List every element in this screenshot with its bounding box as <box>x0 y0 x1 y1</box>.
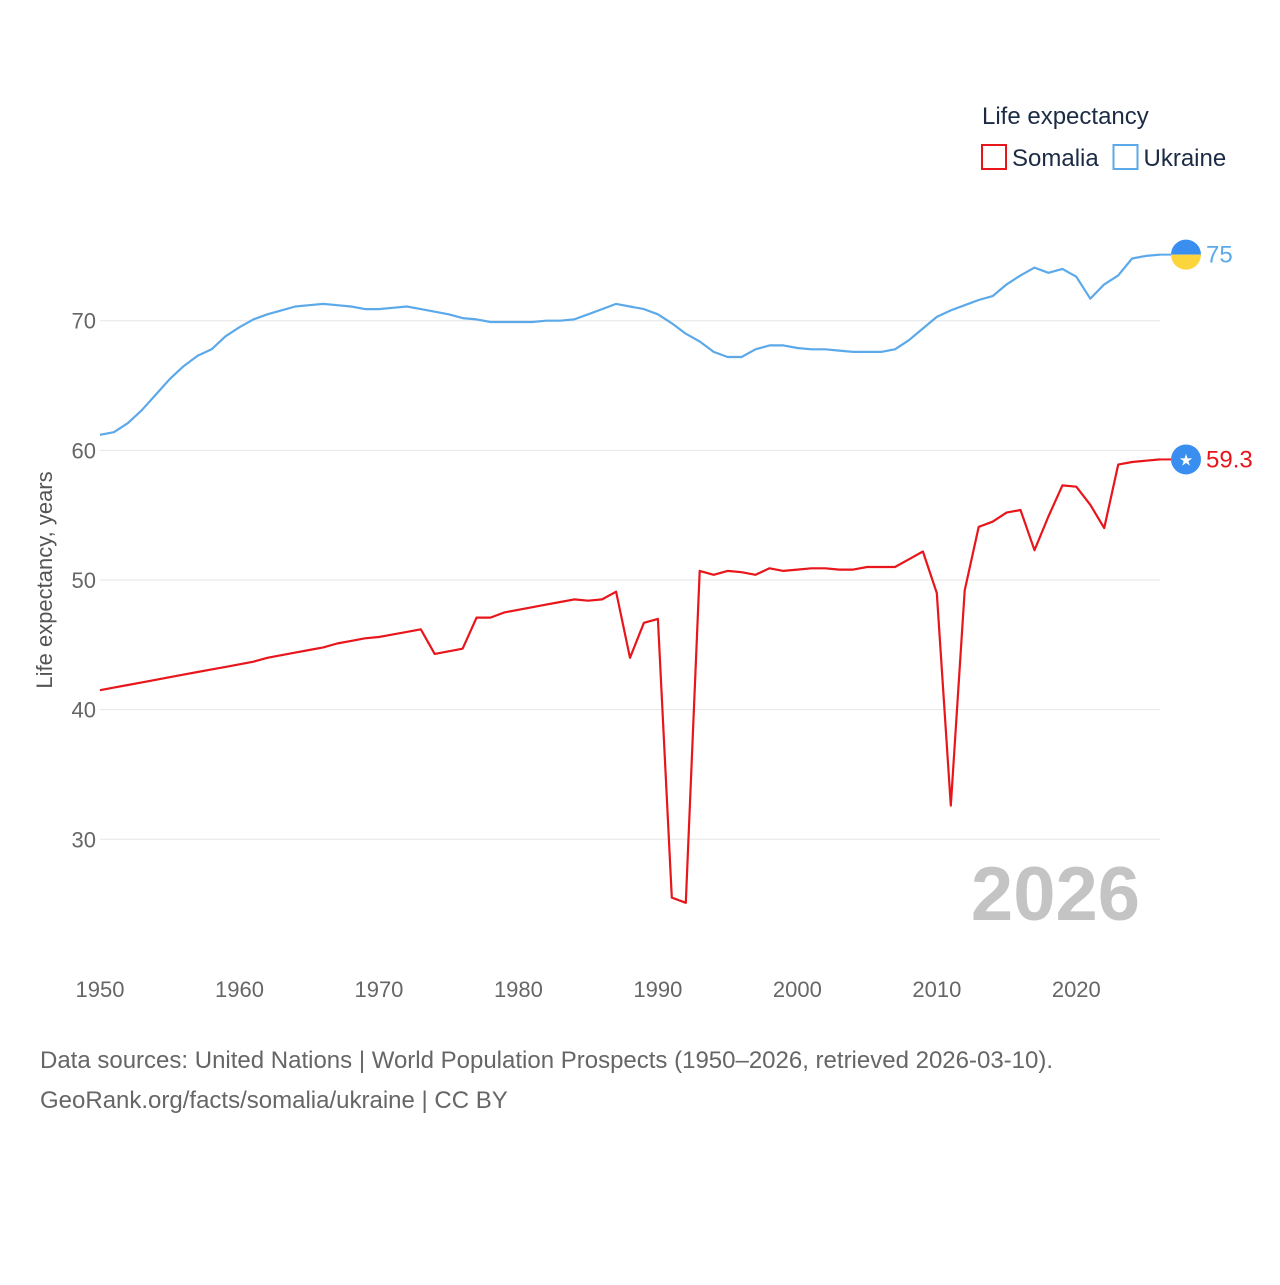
series-layer <box>99 253 1161 904</box>
somalia-flag-star: ★ <box>1179 452 1193 469</box>
y-tick-label-40: 40 <box>72 698 96 723</box>
legend-item-somalia: Somalia <box>981 144 1099 172</box>
x-tick-label-2010: 2010 <box>912 977 961 1002</box>
legend: Life expectancy Somalia Ukraine <box>981 103 1227 172</box>
end-label-ukraine: 75 <box>1206 242 1233 269</box>
legend-label-somalia: Somalia <box>1012 145 1099 172</box>
ukraine-flag-icon <box>1171 239 1201 270</box>
y-tick-label-50: 50 <box>72 568 96 593</box>
y-tick-label-30: 30 <box>72 827 96 852</box>
legend-items: Somalia Ukraine <box>981 144 1227 172</box>
end-label-somalia: 59.3 <box>1206 446 1253 473</box>
current-year-label: 2026 <box>971 852 1140 937</box>
legend-title: Life expectancy <box>982 103 1149 130</box>
series-line-ukraine <box>99 253 1161 436</box>
y-tick-label-60: 60 <box>72 438 96 463</box>
somalia-flag-icon: ★ <box>1171 444 1201 475</box>
x-axis: 1950 1960 1970 1980 1990 2000 2010 2020 <box>76 977 1101 1002</box>
x-tick-label-1980: 1980 <box>494 977 543 1002</box>
x-tick-label-2000: 2000 <box>773 977 822 1002</box>
x-tick-label-1960: 1960 <box>215 977 264 1002</box>
legend-swatch-ukraine <box>1112 144 1139 170</box>
legend-label-ukraine: Ukraine <box>1144 145 1227 172</box>
legend-item-ukraine: Ukraine <box>1112 144 1227 172</box>
legend-swatch-somalia <box>981 144 1007 170</box>
y-axis: 30 40 50 60 70 <box>72 309 96 853</box>
x-tick-label-1950: 1950 <box>76 977 125 1002</box>
somalia-flag-field <box>1171 444 1201 475</box>
credit-line: GeoRank.org/facts/somalia/ukraine | CC B… <box>40 1087 508 1114</box>
ukraine-flag-blue <box>1171 239 1201 255</box>
x-tick-label-1970: 1970 <box>354 977 403 1002</box>
series-line-somalia <box>99 458 1161 904</box>
x-tick-label-1990: 1990 <box>633 977 682 1002</box>
y-axis-title: Life expectancy, years <box>32 471 57 688</box>
y-tick-label-70: 70 <box>72 309 96 334</box>
x-tick-label-2020: 2020 <box>1052 977 1101 1002</box>
end-markers: ★ 59.3 75 <box>1160 239 1253 475</box>
grid-layer <box>100 320 1160 840</box>
source-line: Data sources: United Nations | World Pop… <box>40 1047 1053 1074</box>
ukraine-flag-yellow <box>1171 254 1201 270</box>
